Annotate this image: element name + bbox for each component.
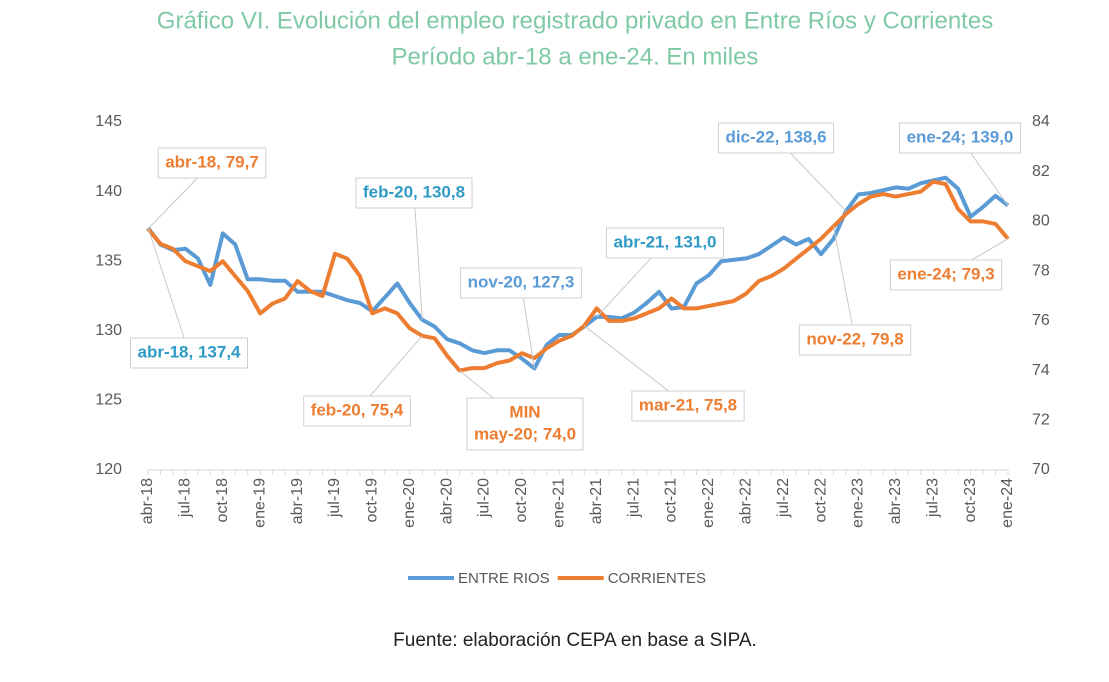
y2-tick-label: 74 <box>1032 362 1050 379</box>
annotation: nov-22, 79,8 <box>798 324 912 356</box>
leader-line <box>147 227 190 354</box>
y2-tick-label: 82 <box>1032 163 1050 180</box>
annotation-text: abr-21, 131,0 <box>613 232 716 251</box>
annotation-text: may-20; 74,0 <box>474 424 576 443</box>
y-tick-label: 125 <box>95 392 122 409</box>
legend-label: CORRIENTES <box>608 570 706 587</box>
x-tick-label: ene-19 <box>251 478 268 528</box>
x-tick-label: abr-19 <box>289 478 306 524</box>
annotation-box <box>889 259 1003 291</box>
x-tick-label: jul-21 <box>625 478 642 518</box>
annotation-text: MIN <box>509 402 540 421</box>
annotation-box <box>355 177 473 209</box>
annotation-box <box>717 122 835 154</box>
y2-tick-label: 72 <box>1032 412 1050 429</box>
annotation-text: feb-20, 75,4 <box>311 400 404 419</box>
annotation-box <box>605 227 725 259</box>
annotation: abr-21, 131,0 <box>605 227 725 259</box>
y-tick-label: 140 <box>95 183 122 200</box>
annotation-box <box>466 397 584 451</box>
annotation-box <box>303 395 411 427</box>
y-tick-label: 130 <box>95 322 122 339</box>
y2-tick-label: 84 <box>1032 113 1050 130</box>
annotation-box <box>460 267 582 299</box>
x-tick-label: abr-21 <box>588 478 605 524</box>
annotation: abr-18, 79,7 <box>157 147 267 179</box>
annotation-text: mar-21, 75,8 <box>639 395 737 414</box>
annotation: mar-21, 75,8 <box>631 390 745 422</box>
chart-title: Gráfico VI. Evolución del empleo registr… <box>157 7 993 34</box>
annotation-box <box>798 324 912 356</box>
x-tick-label: oct-20 <box>513 478 530 523</box>
x-tick-label: oct-18 <box>214 478 231 523</box>
x-tick-label: oct-23 <box>962 478 979 523</box>
annotation-text: nov-22, 79,8 <box>806 329 903 348</box>
series-line <box>146 179 1010 373</box>
annotation: abr-18, 137,4 <box>129 337 249 369</box>
y2-tick-label: 80 <box>1032 213 1050 230</box>
source: Fuente: elaboración CEPA en base a SIPA. <box>393 630 757 651</box>
x-tick-label: ene-22 <box>700 478 717 528</box>
annotation: dic-22, 138,6 <box>717 122 835 154</box>
x-tick-label: jul-20 <box>476 478 493 518</box>
y-tick-label: 145 <box>95 113 122 130</box>
leader-line <box>833 226 856 341</box>
annotation: ene-24; 79,3 <box>889 259 1003 291</box>
annotation-text: ene-24; 139,0 <box>907 127 1014 146</box>
annotation-box <box>157 147 267 179</box>
y2-tick-label: 78 <box>1032 262 1050 279</box>
x-tick-label: oct-19 <box>364 478 381 523</box>
leader-line <box>413 192 423 320</box>
x-tick-label: ene-20 <box>401 478 418 528</box>
annotation-box <box>899 122 1021 154</box>
annotation-text: feb-20, 130,8 <box>363 182 465 201</box>
x-tick-label: jul-23 <box>924 478 941 518</box>
annotation-box <box>129 337 249 369</box>
x-tick-label: jul-22 <box>775 478 792 518</box>
annotation: feb-20, 130,8 <box>355 177 473 209</box>
x-tick-label: jul-19 <box>326 478 343 518</box>
x-tick-label: oct-21 <box>663 478 680 523</box>
x-tick-label: abr-22 <box>737 478 754 524</box>
x-tick-label: ene-24 <box>999 478 1016 528</box>
y2-tick-label: 70 <box>1032 461 1050 478</box>
annotation-text: ene-24; 79,3 <box>897 264 994 283</box>
x-tick-label: abr-23 <box>887 478 904 524</box>
annotation: nov-20, 127,3 <box>460 267 582 299</box>
annotation-box <box>631 390 745 422</box>
annotation-text: dic-22, 138,6 <box>725 127 826 146</box>
annotation: MIN may-20; 74,0 <box>466 397 584 451</box>
annotation: feb-20, 75,4 <box>303 395 411 427</box>
x-tick-label: jul-18 <box>177 478 194 518</box>
x-tick-label: abr-20 <box>438 478 455 524</box>
x-tick-label: ene-21 <box>551 478 568 528</box>
annotation-text: abr-18, 137,4 <box>137 342 241 361</box>
y2-tick-label: 76 <box>1032 312 1050 329</box>
x-tick-label: oct-22 <box>812 478 829 523</box>
chart-subtitle: Período abr-18 a ene-24. En miles <box>392 43 759 70</box>
annotation: ene-24; 139,0 <box>899 122 1021 154</box>
annotation-text: nov-20, 127,3 <box>468 272 575 291</box>
x-tick-label: ene-23 <box>850 478 867 528</box>
y-tick-label: 120 <box>95 461 122 478</box>
x-tick-label: abr-18 <box>139 478 156 524</box>
y-tick-label: 135 <box>95 252 122 269</box>
annotation-text: abr-18, 79,7 <box>165 152 259 171</box>
legend-label: ENTRE RIOS <box>458 570 550 587</box>
